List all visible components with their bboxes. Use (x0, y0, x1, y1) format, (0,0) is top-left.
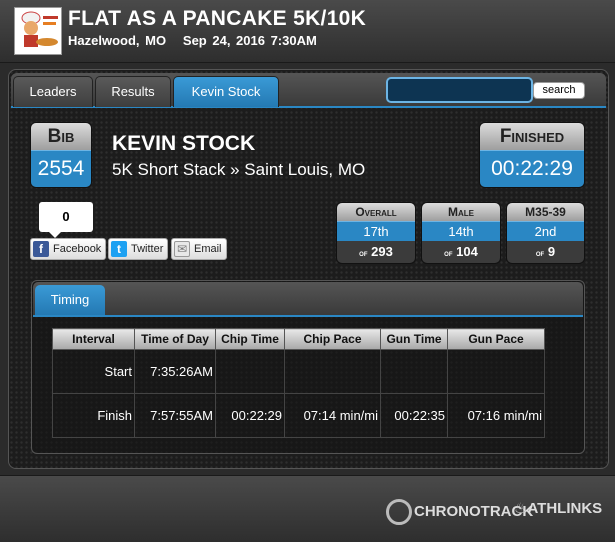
gun-time-cell: 00:22:35 (380, 393, 448, 438)
rank-label: M35-39 (507, 203, 584, 221)
rank-of-label: of (359, 248, 368, 258)
chronotrack-text: CHRONOTRACK (414, 502, 534, 520)
table-row: Finish 7:57:55AM 00:22:29 07:14 min/mi 0… (52, 393, 545, 438)
search-input[interactable] (386, 77, 533, 103)
table-header-row: Interval Time of Day Chip Time Chip Pace… (52, 328, 545, 350)
athlete-name: KEVIN STOCK (112, 132, 256, 155)
column-header: Interval (52, 328, 135, 350)
pancake-chef-logo-icon (15, 8, 61, 54)
results-panel: Leaders Results Kevin Stock search Bib 2… (8, 69, 609, 469)
twitter-bird-icon: t (111, 241, 127, 257)
time-of-day-cell: 7:57:55AM (134, 393, 216, 438)
rank-of-label: of (444, 248, 453, 258)
rank-of-label: of (535, 248, 545, 258)
interval-cell: Start (52, 349, 135, 394)
rank-place: 14th (422, 221, 500, 241)
tab-bar: Leaders Results Kevin Stock search (11, 73, 606, 108)
rank-label: Male (422, 203, 500, 221)
chronotrack-icon (386, 499, 412, 525)
facebook-label: Facebook (53, 243, 102, 255)
rank-total: 293 (371, 244, 393, 259)
rank-age-group: M35-39 2nd of 9 (506, 202, 585, 264)
search-button[interactable]: search (533, 82, 585, 99)
race-title: FLAT AS A PANCAKE 5K/10K (68, 7, 367, 30)
tab-leaders[interactable]: Leaders (13, 76, 93, 107)
column-header: Gun Pace (447, 328, 545, 350)
gun-time-cell (380, 349, 448, 394)
chronotrack-logo[interactable]: CHRONOTRACK (386, 499, 533, 525)
rank-gender: Male 14th of 104 (421, 202, 501, 264)
rank-label: Overall (337, 203, 415, 221)
rank-total-row: of 104 (422, 241, 500, 262)
bib-label: Bib (31, 123, 91, 150)
header-bar: FLAT AS A PANCAKE 5K/10K Hazelwood, MO S… (0, 0, 615, 63)
chip-time-cell (215, 349, 285, 394)
athlinks-text: ATHLINKS (527, 500, 603, 517)
gun-pace-cell (447, 349, 545, 394)
bib-number: 2554 (31, 150, 91, 187)
athlete-event: 5K Short Stack » Saint Louis, MO (112, 160, 366, 179)
rank-total: 9 (547, 244, 556, 259)
twitter-label: Twitter (131, 243, 164, 255)
race-datetime: Sep 24, 2016 7:30AM (182, 33, 317, 48)
chip-pace-cell: 07:14 min/mi (284, 393, 381, 438)
splits-table: Interval Time of Day Chip Time Chip Pace… (52, 328, 545, 438)
finished-box: Finished 00:22:29 (479, 122, 585, 188)
envelope-icon: ✉ (174, 241, 190, 257)
tab-timing[interactable]: Timing (35, 285, 105, 315)
gun-pace-cell: 07:16 min/mi (447, 393, 545, 438)
rank-total-row: of 9 (507, 241, 584, 262)
race-logo[interactable] (14, 7, 62, 55)
share-count: 0 (39, 202, 93, 238)
race-info: Hazelwood, MO Sep 24, 2016 7:30AM (68, 33, 317, 48)
rank-place: 2nd (507, 221, 584, 241)
tab-results[interactable]: Results (95, 76, 171, 107)
finish-time: 00:22:29 (480, 150, 584, 187)
rank-total-row: of 293 (337, 241, 415, 262)
column-header: Chip Pace (284, 328, 381, 350)
email-share-button[interactable]: ✉ Email (171, 238, 227, 260)
twitter-share-button[interactable]: t Twitter (108, 238, 169, 260)
column-header: Time of Day (134, 328, 216, 350)
table-row: Start 7:35:26AM (52, 349, 545, 394)
timing-section: Timing Interval Time of Day Chip Time Ch… (31, 280, 585, 454)
interval-cell: Finish (52, 393, 135, 438)
race-location: Hazelwood, MO (68, 33, 167, 48)
facebook-icon: f (33, 241, 49, 257)
time-of-day-cell: 7:35:26AM (134, 349, 216, 394)
timing-tab-bar: Timing (33, 282, 583, 317)
flame-icon: ♨ (514, 500, 528, 517)
bib-box: Bib 2554 (30, 122, 92, 188)
athlinks-logo[interactable]: ♨ATHLINKS (514, 499, 602, 517)
facebook-share-button[interactable]: f Facebook (30, 238, 107, 260)
chip-time-cell: 00:22:29 (215, 393, 285, 438)
rank-overall: Overall 17th of 293 (336, 202, 416, 264)
column-header: Chip Time (215, 328, 285, 350)
rank-total: 104 (456, 244, 478, 259)
email-label: Email (194, 243, 222, 255)
column-header: Gun Time (380, 328, 448, 350)
footer-bar: CHRONOTRACK ♨ATHLINKS (0, 475, 615, 542)
chip-pace-cell (284, 349, 381, 394)
finished-label: Finished (480, 123, 584, 150)
rank-place: 17th (337, 221, 415, 241)
tab-athlete[interactable]: Kevin Stock (173, 76, 279, 107)
